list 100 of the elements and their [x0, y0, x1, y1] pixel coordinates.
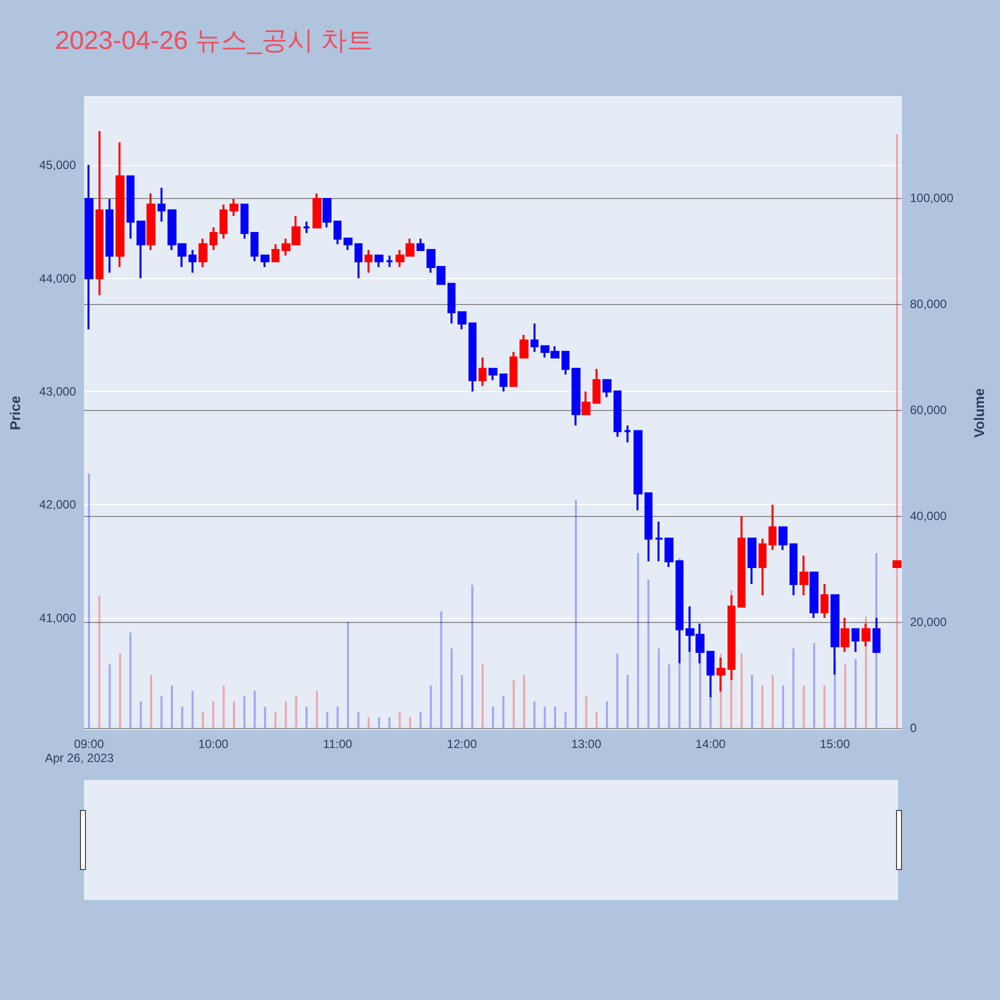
bar [772, 674, 774, 728]
bar [544, 706, 546, 728]
bar [460, 674, 463, 728]
bar [792, 648, 794, 728]
candlestick [592, 368, 600, 404]
bar [471, 584, 474, 728]
candlestick [500, 374, 508, 392]
candlestick [136, 220, 146, 280]
candlestick [386, 254, 394, 268]
bar [750, 674, 753, 728]
bar [264, 706, 266, 728]
bar [409, 717, 412, 728]
bar [388, 717, 390, 728]
x-tick-label: 12:00 [446, 737, 478, 751]
bar [824, 685, 826, 728]
candlestick [488, 368, 498, 382]
candlestick [582, 390, 590, 416]
bar [378, 717, 380, 728]
candlestick [374, 254, 384, 268]
candlestick [664, 538, 674, 568]
bar [502, 696, 504, 728]
y2-tick-label: 100,000 [910, 190, 954, 205]
candlestick [510, 350, 518, 387]
x-tick-label: 14:00 [696, 737, 726, 751]
candlestick [322, 198, 332, 228]
bar [854, 658, 857, 728]
bar [398, 712, 401, 728]
bar [512, 680, 515, 728]
candlestick [312, 192, 322, 228]
bar [316, 690, 318, 728]
candlestick [106, 198, 114, 274]
bar [813, 643, 816, 728]
bar [844, 664, 846, 728]
bar [637, 552, 640, 728]
y-tick-label: 43,000 [39, 384, 76, 398]
y-axis-title: Price [7, 396, 23, 430]
candlestick [458, 311, 466, 330]
bar [554, 706, 556, 728]
bar [233, 701, 236, 728]
bar [368, 717, 370, 728]
candlestick [602, 379, 612, 398]
bar [678, 558, 680, 728]
candlestick [634, 430, 642, 512]
candlestick [354, 243, 362, 280]
bar [626, 674, 629, 728]
candlestick [364, 248, 372, 274]
x-tick-label: 15:00 [820, 737, 850, 751]
bar [492, 706, 494, 728]
candlestick [738, 515, 746, 608]
candlestick [250, 232, 258, 262]
candlestick [748, 538, 756, 585]
bar [306, 706, 308, 728]
candlestick [778, 526, 788, 551]
y2-tick-label: 60,000 [910, 402, 948, 417]
bar [482, 664, 484, 728]
y2-tick-label: 40,000 [910, 508, 948, 523]
bar [606, 701, 608, 728]
bar [647, 579, 650, 728]
y-tick-label: 42,000 [39, 498, 76, 512]
candlestick [768, 504, 776, 551]
bar [596, 712, 598, 728]
candlestick [614, 390, 622, 438]
candlestick [272, 243, 280, 262]
candlestick [84, 164, 94, 330]
chart-title: 2023-04-26 뉴스_공시 차트 [55, 25, 373, 55]
bar [336, 706, 339, 728]
candlestick [334, 220, 342, 246]
bar [574, 500, 577, 728]
y2-axis-title: Volume [971, 388, 987, 438]
candlestick [260, 254, 270, 268]
candlestick [654, 520, 664, 562]
bar [243, 696, 246, 728]
candlestick [644, 492, 652, 562]
bar [119, 654, 122, 728]
bar [730, 590, 732, 728]
bar [668, 664, 670, 728]
candlestick [872, 616, 880, 653]
bar [864, 616, 867, 728]
bar [129, 632, 132, 728]
candlestick [230, 198, 238, 218]
candlestick [892, 560, 902, 568]
y-tick-label: 44,000 [39, 271, 76, 286]
bar [740, 654, 743, 728]
candlestick [188, 248, 196, 274]
candlestick [810, 572, 818, 619]
bar [295, 696, 298, 728]
bar [834, 658, 836, 728]
bar [254, 690, 256, 728]
x-tick-label: 11:00 [323, 737, 352, 751]
bar [326, 712, 328, 728]
bar [202, 712, 204, 728]
y-tick-label: 45,000 [39, 158, 76, 172]
candlestick [416, 238, 424, 251]
x-tick-label: 10:00 [198, 737, 229, 751]
candlestick [530, 322, 538, 353]
bar [98, 595, 100, 728]
bar [875, 552, 878, 728]
candlestick [840, 616, 850, 653]
bar [419, 712, 422, 728]
bar [616, 654, 618, 728]
